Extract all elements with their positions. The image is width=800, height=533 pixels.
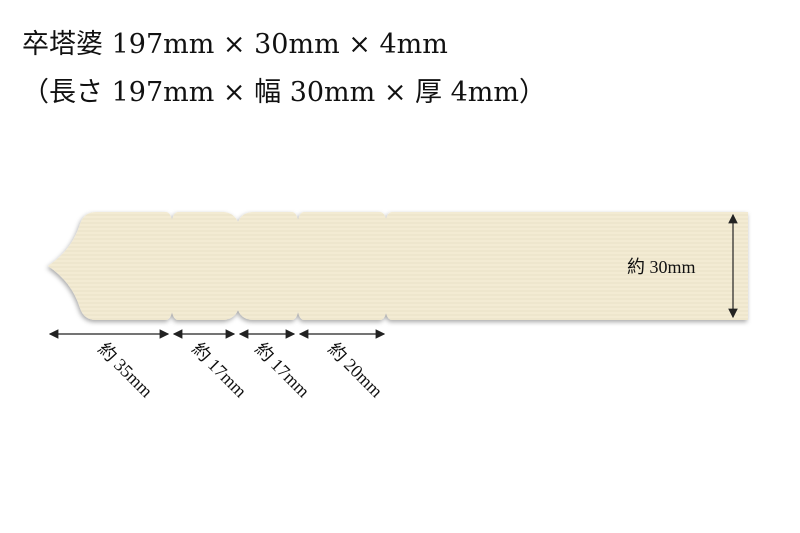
title-line-1: 卒塔婆 197mm × 30mm × 4mm	[22, 29, 448, 60]
segment-label-3: 約 17mm	[251, 339, 314, 402]
segment-label-1: 約 35mm	[94, 339, 157, 402]
segment-label-4: 約 20mm	[324, 339, 387, 402]
sotoba-board	[48, 212, 748, 320]
title-line-2: （長さ 197mm × 幅 30mm × 厚 4mm）	[22, 77, 547, 108]
width-label: 約 30mm	[627, 257, 696, 277]
segment-label-2: 約 17mm	[188, 339, 251, 402]
